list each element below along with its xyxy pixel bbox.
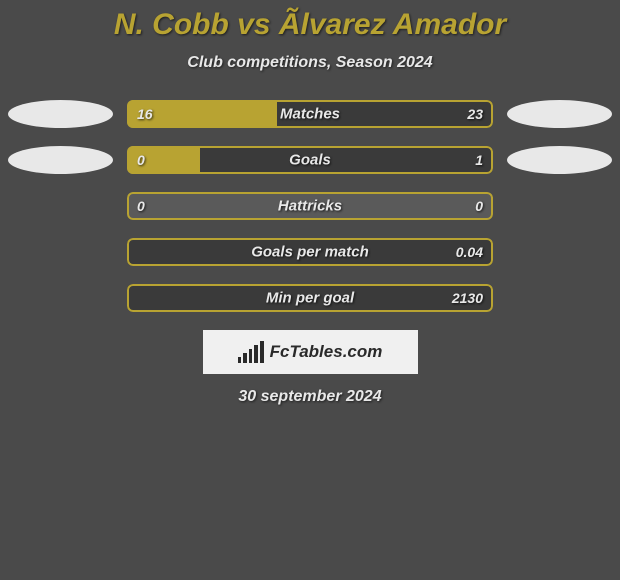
stat-bar: 16 Matches 23: [127, 100, 493, 128]
player-ellipse-left: [8, 100, 113, 128]
logo-box: FcTables.com: [203, 330, 418, 374]
player-ellipse-right: [507, 100, 612, 128]
logo-chart-icon: [238, 341, 264, 363]
stat-value-right: 1: [475, 152, 483, 168]
stat-value-right: 0: [475, 198, 483, 214]
stat-value-right: 2130: [452, 290, 483, 306]
stat-value-right: 23: [467, 106, 483, 122]
stat-value-right: 0.04: [456, 244, 483, 260]
stat-row: 0 Goals 1: [0, 146, 620, 174]
bar-right-fill: [200, 146, 493, 174]
stat-label: Matches: [280, 106, 340, 123]
stat-bar: 0 Goals 1: [127, 146, 493, 174]
logo-text: FcTables.com: [270, 342, 383, 362]
stat-label: Goals: [289, 152, 331, 169]
stat-value-left: 0: [137, 198, 145, 214]
stat-value-left: 0: [137, 152, 145, 168]
stat-label: Goals per match: [251, 244, 369, 261]
stat-row: 0 Hattricks 0: [0, 192, 620, 220]
stat-value-left: 16: [137, 106, 153, 122]
stat-row: Goals per match 0.04: [0, 238, 620, 266]
stat-label: Hattricks: [278, 198, 342, 215]
stat-row: 16 Matches 23: [0, 100, 620, 128]
subtitle: Club competitions, Season 2024: [0, 54, 620, 72]
infographic-container: N. Cobb vs Ãlvarez Amador Club competiti…: [0, 0, 620, 406]
date-text: 30 september 2024: [0, 388, 620, 406]
stat-bar: Min per goal 2130: [127, 284, 493, 312]
player-ellipse-right: [507, 146, 612, 174]
stat-row: Min per goal 2130: [0, 284, 620, 312]
stat-bar: Goals per match 0.04: [127, 238, 493, 266]
player-ellipse-left: [8, 146, 113, 174]
page-title: N. Cobb vs Ãlvarez Amador: [0, 8, 620, 42]
stat-bar: 0 Hattricks 0: [127, 192, 493, 220]
stat-label: Min per goal: [266, 290, 354, 307]
stats-rows: 16 Matches 23 0 Goals 1 0 Hattricks 0 Goals per m…: [0, 100, 620, 312]
